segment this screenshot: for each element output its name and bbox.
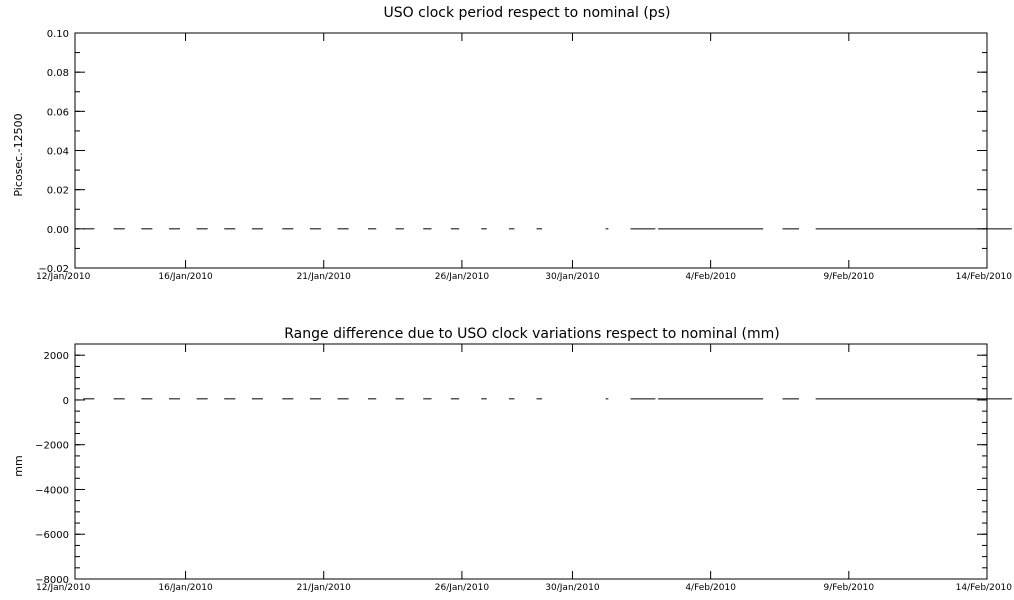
x-tick-label: 30/Jan/2010 [545,272,600,282]
x-tick-label: 21/Jan/2010 [297,272,352,282]
plot-range-difference: Range difference due to USO clock variat… [12,326,1012,593]
x-tick-label: 14/Feb/2010 [956,583,1013,593]
y-tick-label: −6000 [35,530,69,541]
x-tick-label: 30/Jan/2010 [545,583,600,593]
y-tick-label: 0.02 [47,186,69,197]
x-tick-label: 26/Jan/2010 [435,583,490,593]
x-axis-ticks: 12/Jan/2010 16/Jan/2010 21/Jan/2010 26/Jan/… [36,33,1012,282]
x-tick-label: 9/Feb/2010 [823,272,874,282]
y-tick-label: 0.10 [47,29,69,40]
x-tick-label: 16/Jan/2010 [158,583,213,593]
x-tick-label: 4/Feb/2010 [685,583,736,593]
y-tick-label: 0.00 [47,225,69,236]
y-tick-label: 0.04 [47,147,69,158]
x-tick-label: 12/Jan/2010 [36,272,91,282]
x-tick-label: 14/Feb/2010 [956,272,1013,282]
y-axis-label: Picosec.-12500 [12,113,25,196]
plot-frame [74,343,988,580]
y-axis-ticks: −8000 −6000 −4000 −2000 0 2000 [35,343,987,586]
chart-title: Range difference due to USO clock variat… [284,326,780,342]
x-tick-label: 16/Jan/2010 [158,272,213,282]
y-tick-label: 2000 [44,351,69,362]
x-tick-label: 12/Jan/2010 [36,583,91,593]
x-tick-label: 4/Feb/2010 [685,272,736,282]
y-axis-ticks: −0.02 0.00 0.02 0.04 0.06 0.08 0.10 [38,29,987,275]
y-tick-label: 0.08 [47,68,69,79]
x-tick-label: 9/Feb/2010 [823,583,874,593]
x-tick-label: 26/Jan/2010 [435,272,490,282]
plot-frame [74,32,988,269]
chart-title: USO clock period respect to nominal (ps) [384,5,671,21]
y-tick-label: −2000 [35,441,69,452]
y-tick-label: −8000 [35,575,69,586]
x-axis-ticks: 12/Jan/2010 16/Jan/2010 21/Jan/2010 26/Jan/… [36,344,1012,593]
y-axis-label: mm [12,455,25,476]
y-tick-label: −0.02 [38,264,69,275]
plot-uso-clock-period: USO clock period respect to nominal (ps)… [12,5,1012,282]
y-tick-label: −4000 [35,485,69,496]
x-tick-label: 21/Jan/2010 [297,583,352,593]
y-tick-label: 0 [63,396,69,407]
y-tick-label: 0.06 [47,107,69,118]
